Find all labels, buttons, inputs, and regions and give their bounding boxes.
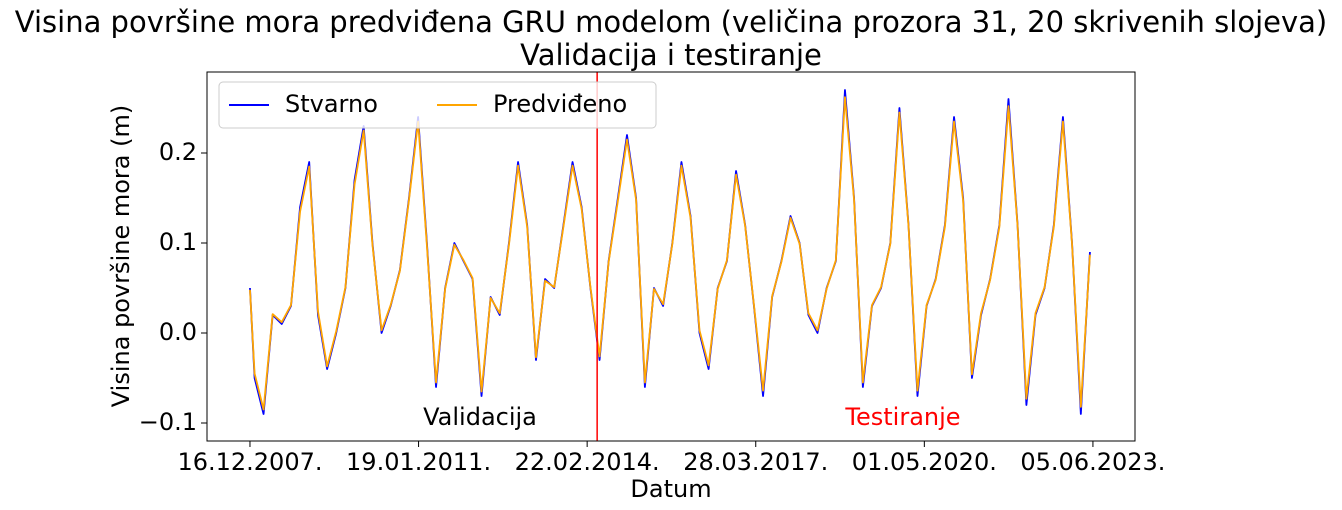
x-tick-label: 22.02.2014.: [515, 448, 660, 476]
x-axis-label: Datum: [630, 475, 711, 503]
annotation: Validacija: [423, 403, 537, 431]
plot-frame: [206, 71, 1136, 442]
annotation: Testiranje: [844, 403, 960, 431]
x-tick-label: 16.12.2007.: [177, 448, 322, 476]
y-tick-label: −0.1: [139, 408, 197, 436]
y-tick-label: 0.2: [159, 138, 197, 166]
x-tick-label: 19.01.2011.: [346, 448, 491, 476]
y-axis-label: Visina površine mora (m): [107, 105, 135, 407]
series-line: [249, 96, 1091, 411]
y-tick-label: 0.0: [159, 318, 197, 346]
legend-label: Predviđeno: [493, 90, 627, 118]
legend-label: Stvarno: [285, 90, 378, 118]
chart-title: Visina površine mora predviđena GRU mode…: [15, 5, 1327, 39]
chart-subtitle: Validacija i testiranje: [520, 38, 822, 72]
y-tick-label: 0.1: [159, 228, 197, 256]
series-line: [249, 89, 1091, 415]
x-tick-label: 28.03.2017.: [683, 448, 828, 476]
x-tick-label: 05.06.2023.: [1020, 448, 1165, 476]
x-tick-label: 01.05.2020.: [852, 448, 997, 476]
